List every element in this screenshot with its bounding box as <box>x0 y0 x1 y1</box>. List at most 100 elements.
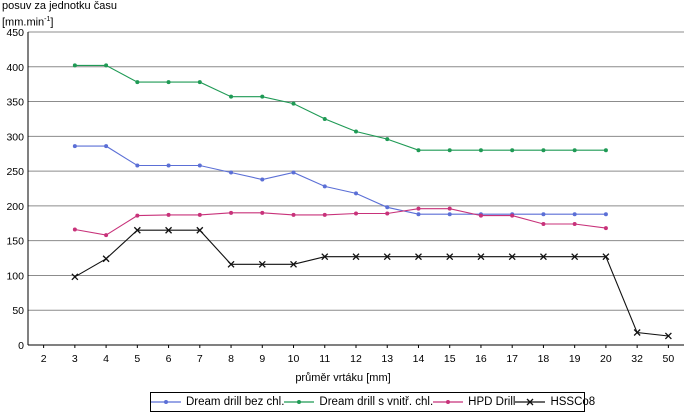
x-tick-label: 7 <box>197 353 203 365</box>
x-axis-title: průměr vrtáku [mm] <box>295 372 391 384</box>
legend: Dream drill bez chl. Dream drill s vnitř.… <box>150 392 595 412</box>
data-point <box>510 213 515 218</box>
x-tick-label: 6 <box>166 353 172 365</box>
y-tick-label: 300 <box>6 131 24 143</box>
legend-label: HSSCo8 <box>550 396 596 408</box>
data-point <box>135 213 140 218</box>
legend-item: Dream drill bez chl. <box>151 396 284 408</box>
data-point <box>415 253 422 261</box>
data-point <box>477 253 485 261</box>
legend-item: HSSCo8 <box>515 396 595 408</box>
legend-label: Dream drill s vnitř. chl. <box>319 396 434 408</box>
y-tick-label: 450 <box>6 27 24 39</box>
x-tick-label: 11 <box>319 353 330 365</box>
x-tick-label: 10 <box>288 353 300 365</box>
data-point <box>229 210 234 215</box>
data-point <box>385 137 390 142</box>
x-tick-label: 20 <box>600 353 612 365</box>
data-point <box>572 148 577 153</box>
series-3 <box>71 226 672 340</box>
data-point <box>447 148 452 153</box>
y-tick-label: 350 <box>6 97 24 109</box>
data-point <box>447 206 452 211</box>
x-tick-label: 18 <box>538 353 550 365</box>
data-point <box>541 221 546 226</box>
data-point <box>166 212 171 217</box>
data-point <box>510 148 515 153</box>
data-point <box>321 253 329 261</box>
data-point <box>478 148 483 153</box>
data-point <box>258 260 266 268</box>
data-point <box>102 255 110 263</box>
data-point <box>290 260 297 268</box>
legend-swatch <box>151 400 181 404</box>
x-tick-label: 3 <box>72 353 78 365</box>
data-point <box>166 163 171 168</box>
legend-label: HPD Drill <box>468 396 516 408</box>
y-tick-label: 100 <box>6 270 24 282</box>
series-line <box>74 64 606 151</box>
data-point <box>197 80 202 85</box>
data-point <box>135 163 140 168</box>
data-point <box>165 226 173 234</box>
data-point <box>541 148 546 153</box>
y-axis-title: posuv za jednotku času [mm.min-1] <box>2 0 117 30</box>
x-tick-label: 9 <box>259 353 265 365</box>
legend-swatch <box>433 400 464 404</box>
data-point <box>197 163 202 168</box>
x-tick-label: 8 <box>228 353 234 365</box>
data-point <box>664 332 672 340</box>
data-point <box>603 226 608 231</box>
series-2 <box>72 206 608 238</box>
data-point <box>385 211 390 216</box>
data-point <box>227 260 235 268</box>
data-point <box>416 206 421 211</box>
data-point <box>603 212 608 217</box>
data-point <box>385 205 390 210</box>
data-point <box>135 80 140 85</box>
x-tick-label: 2 <box>41 353 47 365</box>
legend-label: Dream drill bez chl. <box>186 396 285 408</box>
y-tick-label: 400 <box>6 62 24 74</box>
x-tick-label: 5 <box>134 353 140 365</box>
x-tick-label: 4 <box>103 353 109 365</box>
data-point <box>71 273 79 281</box>
data-point <box>260 210 265 215</box>
series-line <box>74 208 606 236</box>
data-point <box>602 253 610 261</box>
x-tick-label: 12 <box>350 353 362 365</box>
data-point <box>383 253 391 261</box>
data-point <box>571 253 579 261</box>
data-point <box>541 212 546 217</box>
data-point <box>352 253 360 261</box>
data-point <box>603 148 608 153</box>
data-point <box>260 177 265 182</box>
data-point <box>633 329 641 336</box>
x-tick-label: 14 <box>413 353 425 365</box>
data-point <box>354 191 358 196</box>
x-tick-label: 15 <box>444 353 456 365</box>
data-point <box>229 170 234 175</box>
data-point <box>72 63 77 68</box>
data-point <box>322 212 327 217</box>
y-tick-label: 0 <box>18 340 24 352</box>
data-point <box>72 144 77 149</box>
x-tick-label: 16 <box>475 353 487 365</box>
x-tick-label: 32 <box>631 353 643 365</box>
data-point <box>197 212 202 217</box>
series-0 <box>72 144 608 217</box>
data-point <box>508 253 516 261</box>
x-tick-label: 17 <box>506 353 518 365</box>
x-tick-label: 50 <box>663 353 675 365</box>
data-point <box>446 253 454 261</box>
data-point <box>229 94 234 99</box>
data-point <box>196 226 204 234</box>
data-point <box>133 226 141 234</box>
series-1 <box>72 63 608 153</box>
legend-item: Dream drill s vnitř. chl. <box>284 396 433 408</box>
y-tick-label: 150 <box>6 236 24 248</box>
y-axis-title-line1: posuv za jednotku času <box>2 0 117 12</box>
data-point <box>104 63 109 68</box>
series-line <box>74 145 606 215</box>
data-point <box>104 233 109 238</box>
